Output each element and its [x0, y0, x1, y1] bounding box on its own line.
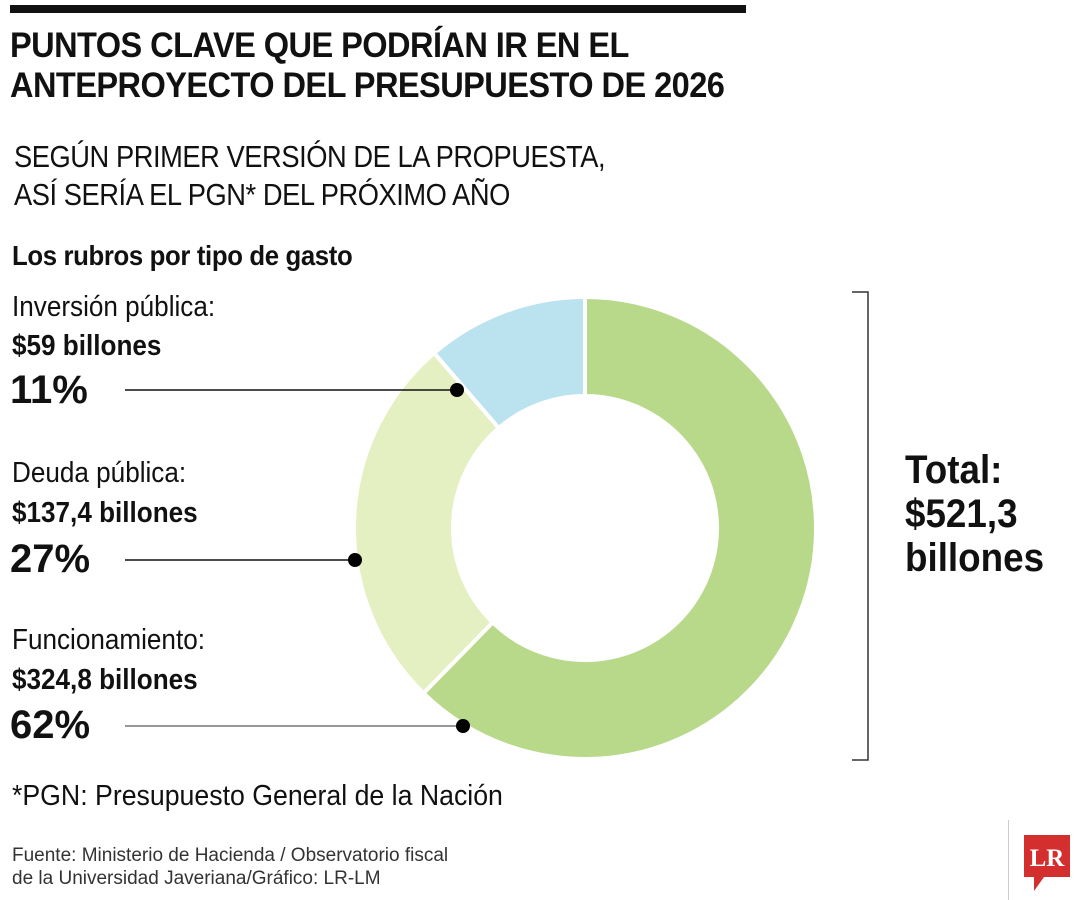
chart-title: Los rubros por tipo de gasto [12, 240, 353, 271]
label-deuda: Deuda pública: [12, 457, 187, 489]
subtitle-line: ASÍ SERÍA EL PGN* DEL PRÓXIMO AÑO [14, 177, 510, 212]
percent-funcionamiento: 62% [10, 703, 91, 747]
svg-text:LR: LR [1030, 845, 1066, 872]
logo-divider [1008, 820, 1009, 900]
title-line: ANTEPROYECTO DEL PRESUPUESTO DE 2026 [10, 66, 725, 105]
leader-deuda-dot [348, 553, 362, 567]
label-funcionamiento: Funcionamiento: [12, 624, 205, 656]
subtitle: SEGÚN PRIMER VERSIÓN DE LA PROPUESTA, AS… [14, 138, 606, 214]
slice-deuda [352, 350, 502, 697]
total-line: billones [905, 536, 1045, 580]
footnote: *PGN: Presupuesto General de la Nación [12, 780, 503, 812]
leader-funcionamiento-dot [456, 719, 470, 733]
slice-inversion [431, 294, 587, 431]
percent-inversion: 11% [10, 368, 88, 412]
amount-deuda: $137,4 billones [12, 497, 198, 529]
total-line: Total: [905, 448, 1003, 492]
total-bracket [852, 291, 869, 761]
slice-funcionamiento [420, 294, 818, 761]
source-line: de la Universidad Javeriana/Gráfico: LR-… [12, 868, 381, 889]
label-inversion: Inversión pública: [12, 291, 216, 323]
leader-inversion-dot [450, 383, 464, 397]
total-line: $521,3 [905, 492, 1018, 536]
lr-logo: LR [1024, 835, 1070, 891]
percent-deuda: 27% [10, 537, 91, 581]
amount-inversion: $59 billones [12, 330, 162, 362]
source-line: Fuente: Ministerio de Hacienda / Observa… [12, 845, 449, 866]
amount-funcionamiento: $324,8 billones [12, 664, 198, 696]
total-label: Total: $521,3 billones [905, 448, 1044, 580]
page-title: PUNTOS CLAVE QUE PODRÍAN IR EN EL ANTEPR… [10, 26, 725, 106]
top-rule [10, 5, 746, 13]
subtitle-line: SEGÚN PRIMER VERSIÓN DE LA PROPUESTA, [14, 139, 606, 174]
title-line: PUNTOS CLAVE QUE PODRÍAN IR EN EL [10, 26, 629, 65]
source: Fuente: Ministerio de Hacienda / Observa… [12, 844, 448, 890]
